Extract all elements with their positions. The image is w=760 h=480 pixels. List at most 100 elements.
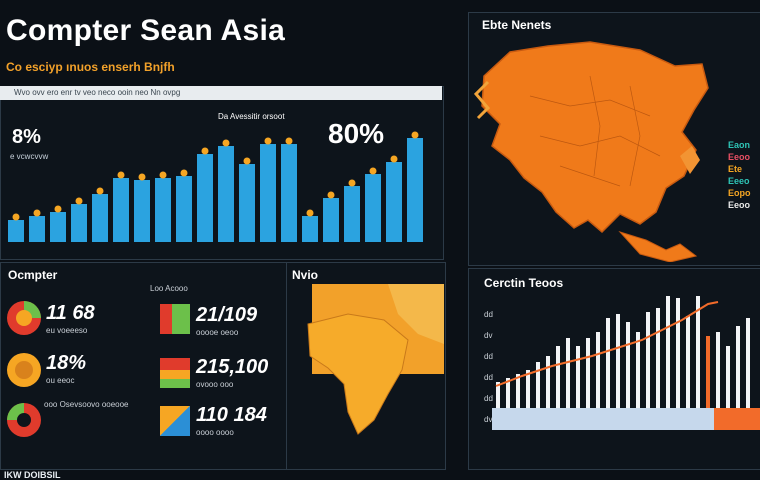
chart-bar: [676, 298, 680, 408]
chart-bar: [536, 362, 540, 408]
chart-point: [264, 137, 272, 145]
metric-value: 18%: [46, 352, 87, 374]
chart-point: [348, 179, 356, 187]
chart-bar: [50, 212, 66, 242]
chart-bar: [8, 220, 24, 242]
bottom-chart-title: Cerctin Teoos: [484, 276, 564, 290]
chart-point: [285, 137, 293, 145]
trend-line: [495, 301, 719, 387]
chart-bar: [260, 144, 276, 242]
chart-point: [12, 213, 20, 221]
mid-metrics-header: Loo Acooo: [150, 284, 188, 293]
metric-caption: ooooe oeoo: [196, 328, 239, 337]
legend-item: Eeoo: [728, 152, 751, 162]
chart-bar: [626, 322, 630, 408]
chart-bar: [71, 204, 87, 242]
y-tick: dd: [484, 373, 493, 382]
africa-map: [307, 284, 444, 435]
chart-bar: [218, 146, 234, 242]
legend-item: Ete: [728, 164, 743, 174]
chart-bar: [407, 138, 423, 242]
donut-icon: [6, 402, 42, 443]
chart-bar: [696, 296, 700, 408]
footer-label: IKW DOIBSIL: [4, 470, 61, 480]
chart-point: [327, 191, 335, 199]
chart-bar: [526, 370, 530, 408]
metric-caption: ovooo ooo: [196, 380, 234, 389]
flag-icon: [160, 304, 190, 334]
chart-point: [117, 171, 125, 179]
chart-bar: [656, 308, 660, 408]
asia-map: [473, 41, 709, 262]
chart-bar: [586, 338, 590, 408]
chart-bar: [113, 178, 129, 242]
chart-bar: [556, 346, 560, 408]
chart-point: [33, 209, 41, 217]
legend-item: Eeoo: [728, 200, 751, 210]
metric-value: 110 184: [196, 404, 267, 426]
dashboard-title: Compter Sean Asia: [6, 14, 286, 47]
chart-bar: [92, 194, 108, 242]
chart-bar: [716, 332, 720, 408]
africa-map-title: Nvio: [292, 268, 319, 282]
chart-point: [390, 155, 398, 163]
chart-bar: [281, 144, 297, 242]
chart-point: [180, 169, 188, 177]
metric-caption: ou eeoc: [46, 376, 75, 385]
chart-bar: [197, 154, 213, 242]
pie-icon: [6, 300, 42, 341]
y-tick: dd: [484, 310, 493, 319]
chart-bar: [706, 336, 710, 408]
chart-point: [222, 139, 230, 147]
metric-value: 21/109: [196, 304, 258, 326]
chart-point: [411, 131, 419, 139]
metric-caption: oooo oooo: [196, 428, 234, 437]
metrics-panel-left: [0, 262, 288, 470]
chart-bar: [566, 338, 570, 408]
chart-band: [492, 408, 714, 430]
chart-point: [138, 173, 146, 181]
chart-bar: [726, 346, 730, 408]
chart-bar: [134, 180, 150, 242]
left-percentage: 8%: [12, 126, 41, 148]
y-tick: dv: [484, 415, 493, 424]
bottom-chart-y-axis: dd dv dd dd dd dv: [484, 310, 493, 424]
chart-point: [54, 205, 62, 213]
main-bar-chart: [8, 131, 423, 242]
flag-icon: [160, 358, 190, 388]
y-tick: dv: [484, 331, 493, 340]
chart-header-strip: Wvo ovv ero enr tv veo neco ooin neo Nn …: [0, 86, 442, 100]
center-caption: Da Avessitir orsoot: [218, 112, 285, 121]
chart-bar: [596, 332, 600, 408]
metric-caption: ooo Osevsoovo ooeooe: [44, 400, 129, 409]
bottom-bar-chart: [492, 296, 760, 430]
y-tick: dd: [484, 352, 493, 361]
chart-bar: [576, 346, 580, 408]
map-legend: Eaon Eeoo Ete Eeeo Eopo Eeoo: [728, 140, 751, 210]
metric-value: 215,100: [196, 356, 269, 378]
legend-item: Eopo: [728, 188, 751, 198]
chart-bar: [516, 374, 520, 408]
chart-bar: [546, 356, 550, 408]
metric-caption: eu voeeeso: [46, 326, 88, 335]
asia-map-title: Ebte Nenets: [482, 18, 552, 32]
chart-bar: [496, 382, 500, 408]
chart-bar: [646, 312, 650, 408]
chart-band: [714, 408, 760, 430]
chart-bar: [344, 186, 360, 242]
chart-point: [159, 171, 167, 179]
chart-bar: [686, 316, 690, 408]
chart-bar: [506, 378, 510, 408]
left-percentage-caption: e vcwcvvw: [10, 152, 49, 161]
chart-bar: [606, 318, 610, 408]
chart-point: [306, 209, 314, 217]
chart-point: [201, 147, 209, 155]
right-percentage: 80%: [328, 118, 385, 149]
chart-point: [75, 197, 83, 205]
chart-bar: [155, 178, 171, 242]
metric-value: 11 68: [46, 302, 95, 324]
chart-point: [243, 157, 251, 165]
chart-bar: [323, 198, 339, 242]
y-tick: dd: [484, 394, 493, 403]
chart-bar: [636, 332, 640, 408]
